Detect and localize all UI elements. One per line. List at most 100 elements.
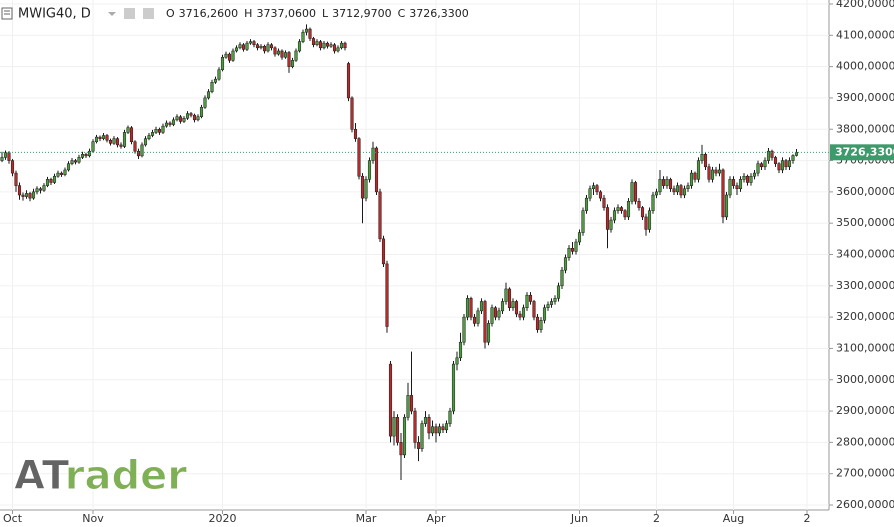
candle-body: [784, 160, 788, 168]
candle-body: [224, 53, 228, 58]
candle-body: [234, 47, 239, 52]
candle-body: [689, 172, 694, 186]
candle-body: [3, 152, 8, 158]
candle-body: [528, 294, 533, 302]
candle-body: [241, 44, 246, 50]
candle-body: [486, 323, 491, 343]
candle-body: [346, 63, 351, 99]
candle-body: [728, 179, 732, 196]
candle-body: [80, 154, 85, 158]
watermark-b: rader: [65, 453, 187, 499]
candle-body: [164, 122, 169, 127]
candle-body: [385, 263, 389, 327]
candle-body: [469, 298, 473, 318]
candle-body: [448, 410, 452, 424]
candle-body: [287, 52, 291, 67]
candle-body: [343, 42, 347, 49]
candle-body: [315, 41, 319, 45]
candle-body: [70, 160, 74, 164]
candle-body: [31, 191, 36, 199]
candle-body: [700, 154, 704, 161]
candle-body: [672, 188, 676, 193]
candle-body: [553, 298, 557, 302]
candle-body: [598, 191, 603, 199]
candle-body: [441, 426, 445, 431]
candle-body: [633, 182, 638, 202]
symbol[interactable]: MWIG40, D: [18, 7, 91, 22]
candle-body: [73, 160, 78, 163]
candle-body: [189, 113, 193, 116]
y-tick-label: 3500,0000: [836, 216, 894, 229]
candle-body: [304, 28, 309, 33]
candle-body: [217, 69, 221, 80]
candle-body: [353, 129, 358, 139]
y-tick-label: 3300,0000: [836, 279, 894, 292]
ohlc-label: O: [166, 7, 175, 20]
candle-body: [462, 316, 466, 343]
candle-body: [472, 316, 477, 324]
candle-body: [413, 410, 417, 443]
ohlc-label: L: [322, 7, 329, 20]
candle-body: [269, 44, 274, 49]
candle-body: [707, 166, 711, 180]
candle-body: [724, 194, 729, 218]
candle-body: [192, 114, 197, 121]
candle-body: [416, 442, 421, 449]
settings-icon[interactable]: [124, 8, 135, 19]
close-icon[interactable]: [143, 8, 154, 19]
candle-body: [283, 52, 288, 58]
ohlc-value: 3716,2600: [179, 7, 239, 20]
candle-body: [721, 169, 725, 218]
candle-body: [178, 116, 183, 122]
y-tick-label: 2900,0000: [836, 404, 894, 417]
candle-body: [476, 310, 480, 324]
candle-body: [714, 169, 718, 174]
candle-body: [630, 182, 634, 202]
candle-body: [584, 197, 589, 211]
candles: [0, 24, 829, 480]
last-price-label: 3726,3300: [835, 145, 894, 158]
y-tick-label: 3600,0000: [836, 185, 894, 198]
candle-body: [17, 185, 22, 196]
watermark-text: ATrader: [14, 453, 187, 499]
ohlc-value: 3737,0600: [256, 7, 316, 20]
candle-body: [77, 157, 81, 163]
candle-body: [360, 175, 365, 199]
candle-body: [731, 179, 736, 186]
candle-body: [171, 119, 176, 125]
candle-body: [56, 172, 60, 177]
candle-body: [98, 136, 102, 139]
candle-body: [420, 423, 424, 449]
y-tick-label: 4000,0000: [836, 60, 894, 73]
candle-body: [147, 135, 151, 139]
candle-body: [301, 31, 305, 42]
candle-body: [556, 285, 561, 299]
candle-body: [325, 42, 330, 47]
candle-body: [35, 188, 39, 193]
candle-body: [437, 426, 442, 434]
candle-body: [770, 150, 774, 158]
candle-body: [497, 310, 501, 318]
candle-body: [378, 191, 382, 240]
candle-body: [542, 307, 547, 321]
x-tick-label: Mar: [356, 512, 377, 525]
dropdown-icon[interactable]: [108, 12, 116, 16]
candle-body: [220, 56, 225, 71]
y-tick-label: 3800,0000: [836, 122, 894, 135]
candle-body: [752, 172, 757, 177]
candle-body: [322, 42, 326, 49]
candle-body: [185, 113, 190, 119]
candle-body: [126, 127, 130, 133]
candle-body: [367, 160, 372, 180]
candle-body: [637, 201, 641, 208]
candle-body: [28, 193, 32, 199]
candle-body: [262, 46, 267, 52]
candle-body: [465, 298, 470, 318]
candle-body: [332, 44, 337, 52]
candle-body: [444, 423, 449, 431]
candle-body: [273, 47, 277, 55]
candle-body: [339, 42, 344, 49]
candle-body: [399, 442, 403, 456]
